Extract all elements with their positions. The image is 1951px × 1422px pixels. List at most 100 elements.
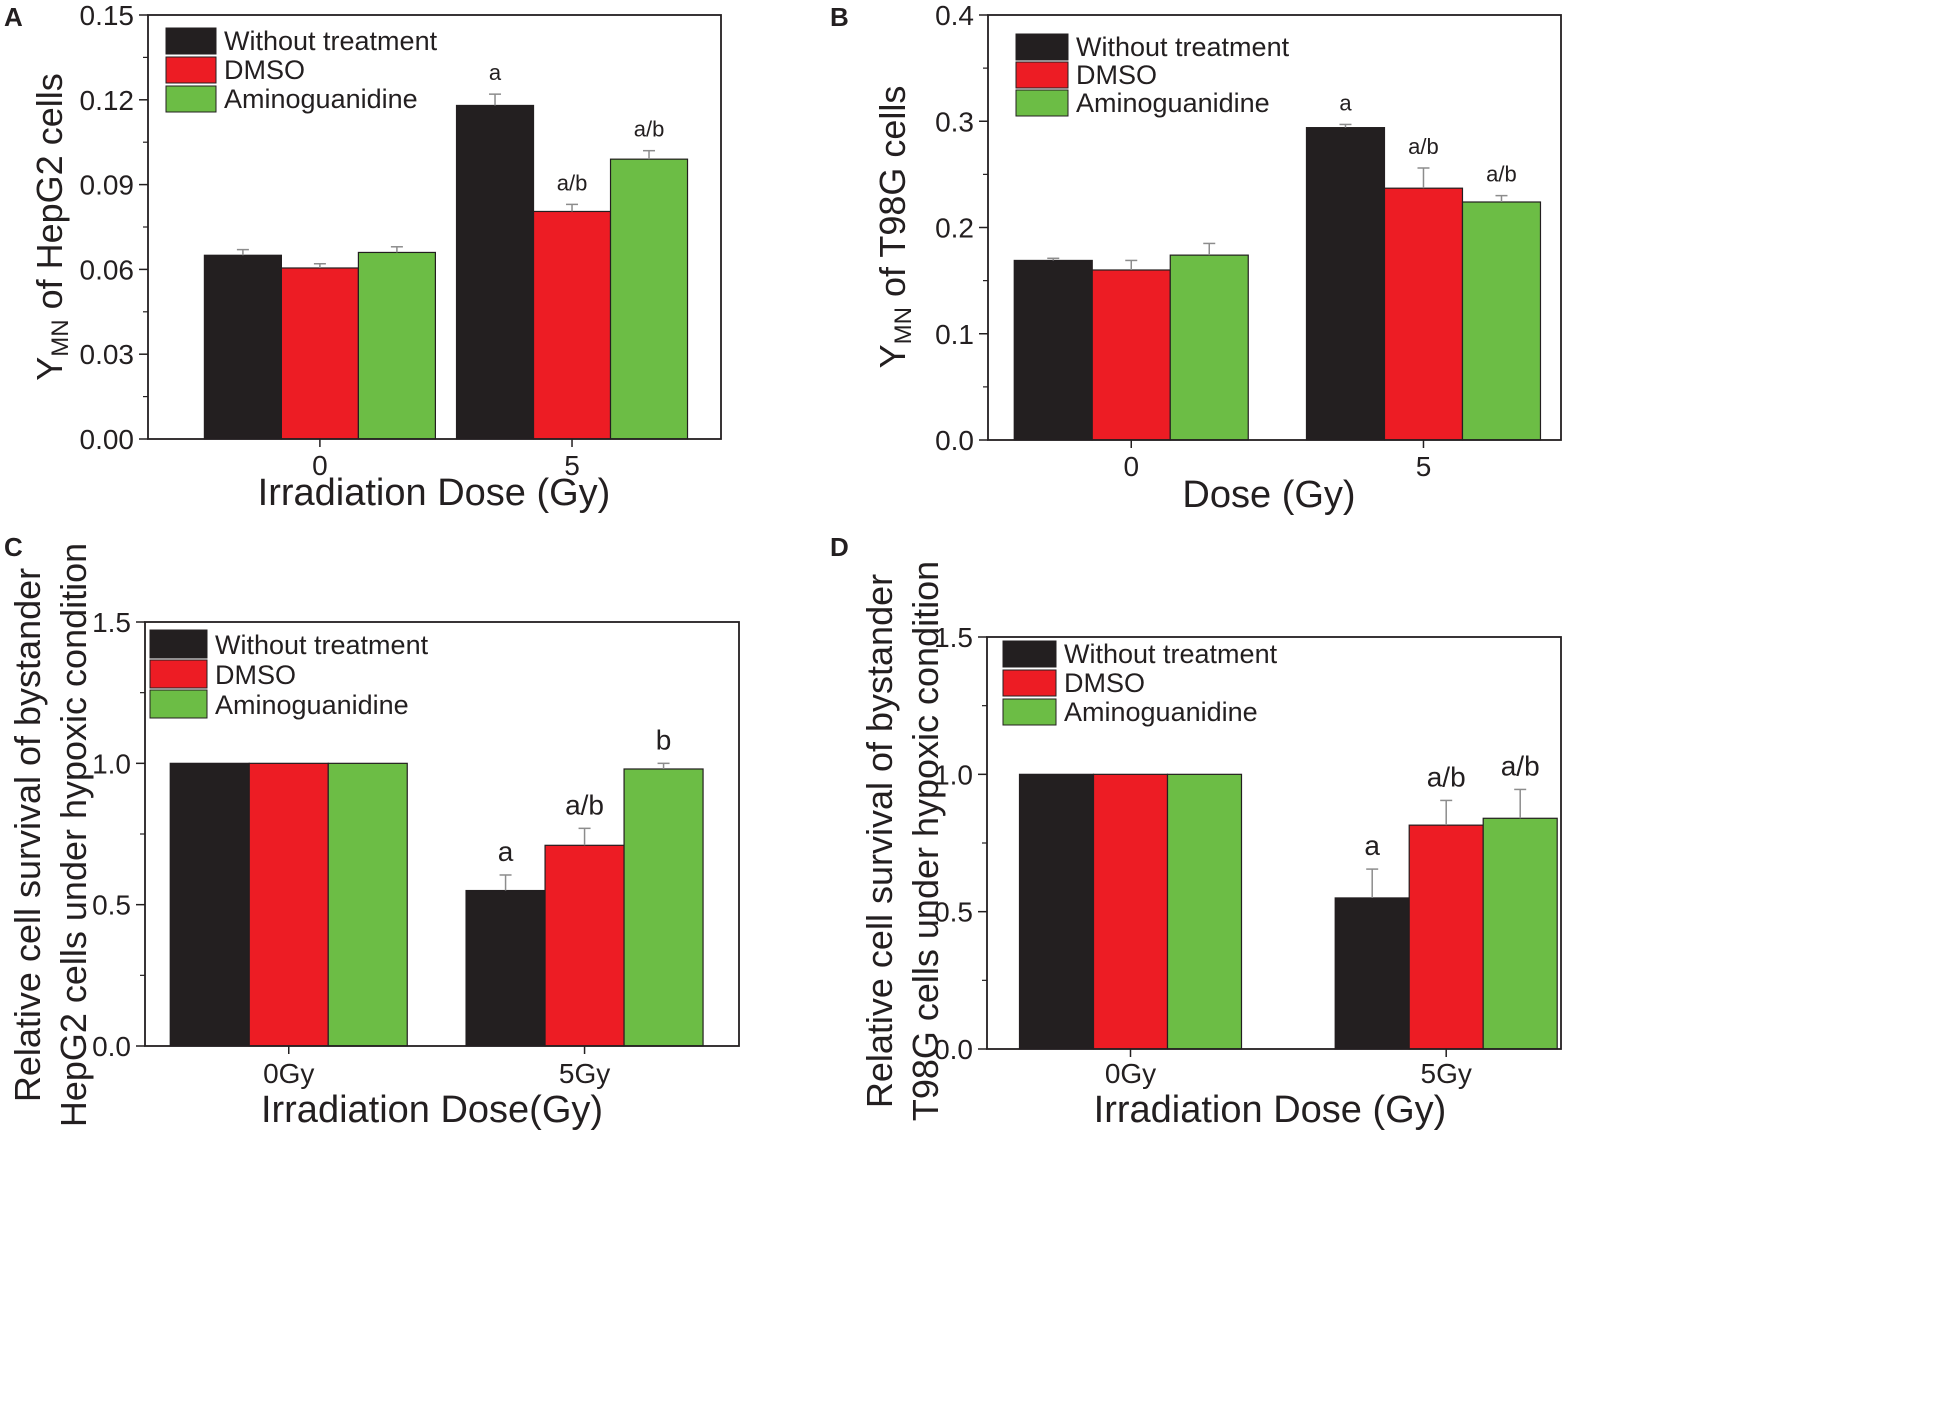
x-tick-label: 5Gy	[559, 1058, 610, 1089]
bar	[1166, 773, 1243, 1050]
significance-label: a	[498, 836, 514, 867]
significance-label: a/b	[1486, 162, 1517, 187]
chart-panel-a: A 0 a a/b a/b 5 0.00 0.03 0.06 0.09 0.12 0.15 Irradi…	[4, 0, 722, 514]
bar	[1408, 824, 1484, 1050]
x-axis-title: Irradiation Dose (Gy)	[258, 472, 611, 514]
legend-swatch	[165, 56, 217, 84]
bar	[1461, 201, 1542, 441]
significance-label: a	[1339, 90, 1352, 115]
panel-label: C	[4, 532, 23, 562]
bar	[248, 762, 329, 1047]
y-tick-label: 0.15	[80, 0, 135, 31]
x-axis-title: Dose (Gy)	[1182, 474, 1355, 516]
bar	[544, 844, 625, 1047]
significance-label: a	[489, 60, 502, 85]
x-tick-label: 5	[564, 450, 580, 481]
legend-swatch	[1015, 89, 1069, 117]
significance-label: a	[1364, 830, 1380, 861]
bar	[1169, 254, 1249, 441]
legend-label: DMSO	[1064, 668, 1145, 698]
bar	[169, 762, 250, 1047]
bar	[455, 104, 535, 440]
significance-label: a/b	[1408, 134, 1439, 159]
significance-label: b	[656, 724, 672, 755]
bar	[357, 251, 436, 440]
legend-label: Without treatment	[1064, 639, 1278, 669]
x-tick-label: 0Gy	[263, 1058, 314, 1089]
y-axis-title-subscript: MN	[47, 319, 74, 356]
bar	[1383, 187, 1464, 441]
bar	[532, 210, 612, 440]
bar	[1013, 259, 1093, 441]
bar	[609, 158, 689, 440]
legend-swatch	[1002, 669, 1057, 697]
y-axis-title-main: Y	[872, 344, 913, 368]
y-axis-title-rest: of T98G cells	[872, 86, 913, 307]
y-tick-label: 0.4	[935, 0, 974, 31]
bar	[280, 267, 359, 440]
legend-swatch	[149, 629, 208, 659]
bar	[623, 768, 704, 1047]
legend-label: Aminoguanidine	[1076, 88, 1270, 118]
legend-swatch	[149, 689, 208, 719]
y-axis-title-line: Relative cell survival of bystander	[859, 574, 900, 1108]
legend-label: Aminoguanidine	[215, 690, 409, 720]
chart-panel-c: C 0Gy a a/b b 5Gy 0.0 0.5 1.0 1.5 Irradiation Dose…	[4, 532, 740, 1131]
y-tick-label: 1.0	[92, 748, 131, 779]
y-tick-label: 0.1	[935, 319, 974, 350]
y-axis-title: YMN of HepG2 cells	[29, 73, 74, 380]
x-tick-label: 0	[1123, 451, 1139, 482]
y-tick-label: 0.00	[80, 424, 135, 455]
legend-label: DMSO	[1076, 60, 1157, 90]
bar	[203, 254, 282, 440]
chart-panel-b: B 0 a a/b a/b 5 0.0 0.1 0.2 0.3 0.4 Dose (Gy) YMN of…	[830, 0, 1562, 516]
y-axis-title-line: Relative cell survival of bystander	[7, 568, 48, 1102]
y-tick-label: 0.2	[935, 213, 974, 244]
legend-swatch	[149, 659, 208, 689]
x-tick-label: 0Gy	[1105, 1058, 1156, 1089]
significance-label: a/b	[634, 117, 665, 142]
y-axis-title-line: T98G cells under hypoxic condition	[905, 561, 946, 1121]
legend-label: Without treatment	[215, 630, 429, 660]
chart-panel-d: D 0Gy a a/b a/b 5Gy 0.0 0.5 1.0 1.5 Irradiation Do…	[830, 532, 1562, 1131]
panel-label: D	[830, 532, 849, 562]
y-axis-title-line: HepG2 cells under hypoxic condition	[53, 543, 94, 1127]
x-axis-title: Irradiation Dose (Gy)	[1094, 1089, 1447, 1131]
significance-label: a/b	[1427, 761, 1466, 792]
x-axis-title: Irradiation Dose(Gy)	[261, 1089, 603, 1131]
y-tick-label: 0.03	[80, 339, 135, 370]
bar	[1305, 127, 1386, 441]
bar	[327, 762, 408, 1047]
y-axis-title-main: Y	[29, 357, 70, 381]
bar	[1018, 773, 1095, 1050]
y-tick-label: 1.5	[934, 622, 973, 653]
legend-swatch	[1002, 698, 1057, 726]
legend-label: Without treatment	[1076, 32, 1290, 62]
y-tick-label: 0.09	[80, 170, 135, 201]
y-axis-title-rest: of HepG2 cells	[29, 73, 70, 319]
bar	[1091, 269, 1171, 441]
y-tick-label: 0.3	[935, 106, 974, 137]
y-tick-label: 0.12	[80, 85, 135, 116]
significance-label: a/b	[565, 789, 604, 820]
legend-label: DMSO	[215, 660, 296, 690]
y-tick-label: 0.06	[80, 254, 135, 285]
x-tick-label: 5	[1416, 451, 1432, 482]
legend-swatch	[165, 85, 217, 113]
legend-label: Aminoguanidine	[224, 84, 418, 114]
x-tick-label: 0	[312, 450, 328, 481]
y-tick-label: 0.5	[92, 890, 131, 921]
bar	[1092, 773, 1169, 1050]
panel-label: B	[830, 2, 849, 32]
legend-swatch	[1015, 33, 1069, 61]
legend-swatch	[1015, 61, 1069, 89]
legend-label: Without treatment	[224, 26, 438, 56]
bar	[1334, 897, 1410, 1050]
y-axis-title: YMN of T98G cells	[872, 86, 917, 369]
panel-label: A	[4, 2, 23, 32]
bar	[1482, 817, 1558, 1050]
y-tick-label: 1.0	[934, 759, 973, 790]
